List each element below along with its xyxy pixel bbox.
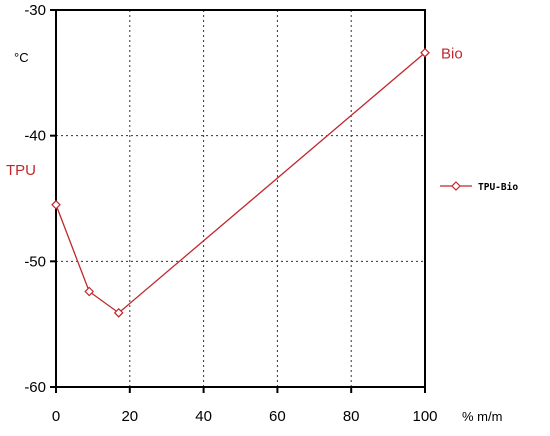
data-point-marker (51, 199, 61, 210)
x-tick-label: 20 (121, 408, 138, 425)
point-annotation: TPU (6, 162, 36, 179)
x-tick-label: 100 (412, 408, 437, 425)
data-point-marker (113, 308, 124, 318)
legend-label: TPU-Bio (478, 182, 518, 193)
point-annotation: Bio (441, 46, 463, 63)
y-tick-label: -30 (24, 2, 46, 19)
plot-frame (55, 9, 426, 388)
x-axis-ticks: 0 20 40 60 80 100 (52, 387, 438, 425)
x-tick-label: 80 (343, 408, 360, 425)
y-tick-label: -50 (24, 253, 46, 270)
data-point-marker (420, 47, 430, 58)
annotation-layer: TPU Bio (6, 46, 463, 179)
grid-lines (56, 10, 425, 387)
y-tick-label: -60 (24, 379, 46, 396)
x-axis-unit: % m/m (462, 409, 502, 424)
x-tick-label: 40 (195, 408, 212, 425)
x-tick-label: 60 (269, 408, 286, 425)
series-layer (51, 47, 430, 318)
legend: TPU-Bio (440, 181, 518, 193)
x-tick-label: 0 (52, 408, 60, 425)
data-point-marker (84, 286, 95, 297)
y-axis-ticks: -30 -40 -50 -60 (24, 2, 56, 396)
legend-marker (451, 181, 461, 191)
y-axis-unit: °C (14, 50, 29, 65)
y-tick-label: -40 (24, 128, 46, 145)
series-line (55, 52, 426, 314)
